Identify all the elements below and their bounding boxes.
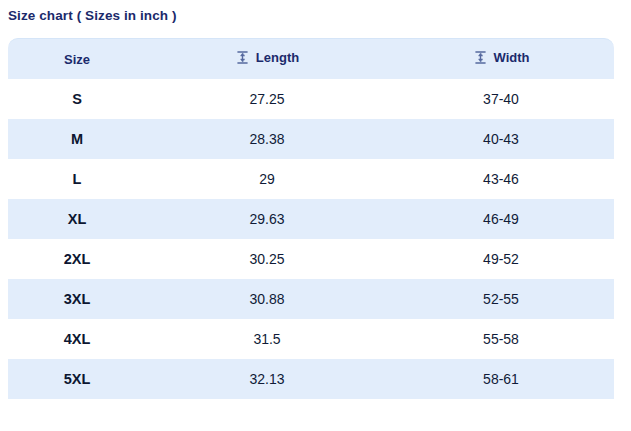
size-chart-table: Size Le (8, 38, 614, 399)
size-chart-page: Size chart ( Sizes in inch ) Size (0, 0, 631, 431)
size-value: L (8, 159, 146, 199)
size-value: 2XL (8, 239, 146, 279)
table-row: 4XL 31.5 55-58 (8, 319, 614, 359)
column-header-size-label: Size (64, 52, 90, 67)
table-row: S 27.25 37-40 (8, 79, 614, 119)
width-value: 49-52 (388, 239, 614, 279)
length-value: 29 (146, 159, 388, 199)
table-row: 2XL 30.25 49-52 (8, 239, 614, 279)
length-value: 32.13 (146, 359, 388, 399)
length-value: 30.25 (146, 239, 388, 279)
width-measure-icon (473, 50, 488, 65)
size-value: 4XL (8, 319, 146, 359)
table-row: M 28.38 40-43 (8, 119, 614, 159)
width-value: 43-46 (388, 159, 614, 199)
page-title: Size chart ( Sizes in inch ) (8, 8, 177, 23)
column-header-length: Length (146, 38, 388, 79)
length-value: 27.25 (146, 79, 388, 119)
length-value: 28.38 (146, 119, 388, 159)
table-row: XL 29.63 46-49 (8, 199, 614, 239)
table-row: L 29 43-46 (8, 159, 614, 199)
table-header-row: Size Le (8, 38, 614, 79)
length-value: 31.5 (146, 319, 388, 359)
width-value: 46-49 (388, 199, 614, 239)
width-value: 37-40 (388, 79, 614, 119)
width-value: 55-58 (388, 319, 614, 359)
column-header-width-label: Width (494, 50, 530, 65)
column-header-length-label: Length (256, 50, 299, 65)
table-row: 3XL 30.88 52-55 (8, 279, 614, 319)
size-value: S (8, 79, 146, 119)
width-value: 58-61 (388, 359, 614, 399)
size-value: 3XL (8, 279, 146, 319)
size-value: 5XL (8, 359, 146, 399)
column-header-size: Size (8, 38, 146, 79)
length-value: 29.63 (146, 199, 388, 239)
column-header-width: Width (388, 38, 614, 79)
size-value: M (8, 119, 146, 159)
length-value: 30.88 (146, 279, 388, 319)
size-value: XL (8, 199, 146, 239)
width-value: 40-43 (388, 119, 614, 159)
table-row: 5XL 32.13 58-61 (8, 359, 614, 399)
width-value: 52-55 (388, 279, 614, 319)
length-measure-icon (235, 50, 250, 65)
